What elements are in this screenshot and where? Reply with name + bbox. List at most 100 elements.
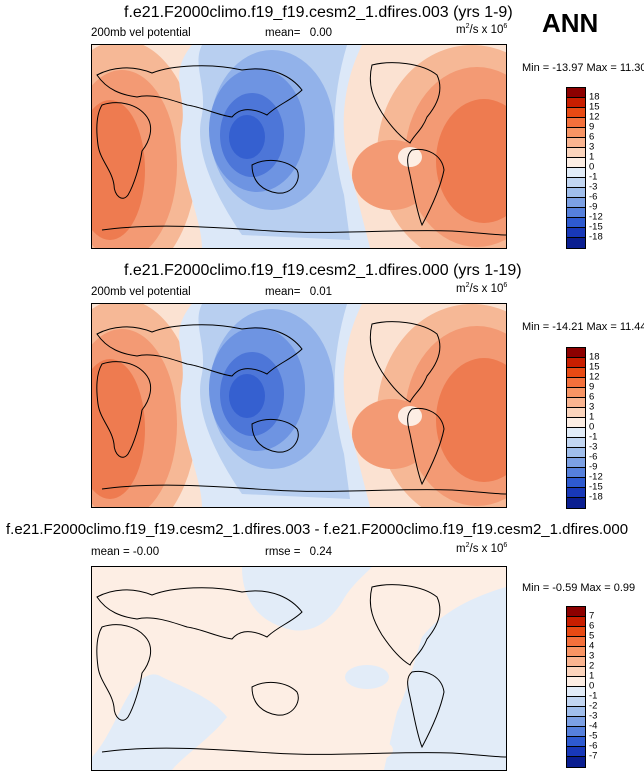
colorbar-segment	[567, 398, 585, 408]
colorbar-segment	[567, 747, 585, 757]
colorbar-tick-label: -5	[589, 730, 598, 742]
units-exp: 6	[503, 542, 508, 550]
colorbar-segment	[567, 228, 585, 238]
colorbar-tick-label: -3	[589, 181, 598, 193]
colorbar-tick-label: 3	[589, 650, 595, 662]
colorbar-segment	[567, 727, 585, 737]
units-exp: 6	[503, 23, 508, 31]
units-mid: /s x 10	[469, 543, 504, 555]
colorbar-tick-label: 3	[589, 401, 595, 413]
panel-1-variable: 200mb vel potential	[91, 27, 191, 39]
panel-2-stat: mean= 0.01	[265, 286, 332, 298]
colorbar-segment	[567, 188, 585, 198]
colorbar-segment	[567, 108, 585, 118]
colorbar-segment	[567, 697, 585, 707]
panel-3-stat-label: rmse =	[265, 546, 301, 558]
colorbar-tick-label: 0	[589, 161, 595, 173]
colorbar-tick-label: -1	[589, 690, 598, 702]
panel-1-stat-label: mean=	[265, 27, 301, 39]
colorbar-tick-label: -18	[589, 231, 603, 243]
colorbar-segment	[567, 607, 585, 617]
colorbar-segment	[567, 128, 585, 138]
panel-2-variable: 200mb vel potential	[91, 286, 191, 298]
colorbar-segment	[567, 657, 585, 667]
panel-1-title: f.e21.F2000climo.f19_f19.cesm2_1.dfires.…	[124, 4, 513, 21]
colorbar-tick-label: 12	[589, 111, 600, 123]
colorbar-segment	[567, 208, 585, 218]
panel-3-contour-field	[92, 567, 506, 770]
colorbar-tick-label: -15	[589, 221, 603, 233]
panel-3-units: m2/s x 106	[456, 542, 508, 555]
colorbar-tick-label: 6	[589, 391, 595, 403]
colorbar-tick-label: 9	[589, 121, 595, 133]
colorbar-segment	[567, 627, 585, 637]
panel-2-minmax: Min = -14.21 Max = 11.44	[522, 321, 644, 333]
colorbar-segment	[567, 617, 585, 627]
panel-3-colorbar	[566, 606, 586, 768]
colorbar-tick-label: -6	[589, 191, 598, 203]
panel-3-colorbar-labels: 7 6 5 4 3 2 1 0 -1 -2 -3 -4 -5 -6 -7	[589, 606, 629, 766]
colorbar-segment	[567, 198, 585, 208]
colorbar-segment	[567, 138, 585, 148]
colorbar-tick-label: -15	[589, 481, 603, 493]
units-exp: 2	[465, 23, 470, 31]
colorbar-segment	[567, 707, 585, 717]
colorbar-segment	[567, 488, 585, 498]
colorbar-tick-label: -12	[589, 211, 603, 223]
units-mid: /s x 10	[469, 283, 504, 295]
panel-1-contour-field	[92, 45, 506, 248]
colorbar-tick-label: -3	[589, 710, 598, 722]
colorbar-segment	[567, 238, 585, 248]
colorbar-segment	[567, 98, 585, 108]
colorbar-tick-label: -18	[589, 491, 603, 503]
colorbar-tick-label: 15	[589, 101, 600, 113]
colorbar-tick-label: -4	[589, 720, 598, 732]
panel-2-title: f.e21.F2000climo.f19_f19.cesm2_1.dfires.…	[124, 262, 522, 279]
colorbar-segment	[567, 418, 585, 428]
colorbar-segment	[567, 637, 585, 647]
colorbar-segment	[567, 677, 585, 687]
panel-2-contour-field	[92, 304, 506, 507]
colorbar-tick-label: 3	[589, 141, 595, 153]
colorbar-tick-label: 1	[589, 411, 595, 423]
panel-3-stat: rmse = 0.24	[265, 546, 332, 558]
colorbar-tick-label: 7	[589, 610, 595, 622]
colorbar-tick-label: 18	[589, 351, 600, 363]
colorbar-segment	[567, 448, 585, 458]
colorbar-segment	[567, 438, 585, 448]
colorbar-segment	[567, 647, 585, 657]
panel-2-map	[91, 303, 507, 508]
colorbar-segment	[567, 88, 585, 98]
colorbar-segment	[567, 178, 585, 188]
panel-3-title: f.e21.F2000climo.f19_f19.cesm2_1.dfires.…	[6, 521, 629, 538]
panel-2-stat-label: mean=	[265, 286, 301, 298]
panel-2-colorbar	[566, 347, 586, 509]
colorbar-segment	[567, 348, 585, 358]
panel-2-stat-value: 0.01	[309, 286, 333, 298]
colorbar-tick-label: 6	[589, 620, 595, 632]
colorbar-segment	[567, 358, 585, 368]
panel-2-colorbar-labels: 18 15 12 9 6 3 1 0 -1 -3 -6 -9 -12 -15 -18	[589, 347, 629, 507]
colorbar-tick-label: -6	[589, 740, 598, 752]
colorbar-segment	[567, 468, 585, 478]
colorbar-tick-label: 2	[589, 660, 595, 672]
colorbar-segment	[567, 498, 585, 508]
colorbar-segment	[567, 368, 585, 378]
colorbar-tick-label: 18	[589, 91, 600, 103]
colorbar-segment	[567, 168, 585, 178]
units-mid: /s x 10	[469, 24, 504, 36]
colorbar-segment	[567, 757, 585, 767]
colorbar-segment	[567, 428, 585, 438]
panel-2-units: m2/s x 106	[456, 282, 507, 295]
season-label: ANN	[542, 8, 599, 38]
units-exp: 2	[465, 282, 470, 290]
colorbar-tick-label: -2	[589, 700, 598, 712]
colorbar-segment	[567, 378, 585, 388]
units-base: m	[456, 24, 466, 36]
panel-1-minmax: Min = -13.97 Max = 11.30	[522, 62, 644, 74]
colorbar-tick-label: 5	[589, 630, 595, 642]
panel-1-colorbar-labels: 18 15 12 9 6 3 1 0 -1 -3 -6 -9 -12 -15 -18	[589, 87, 629, 247]
panel-3-map	[91, 566, 507, 771]
panel-1-map	[91, 44, 507, 249]
colorbar-segment	[567, 478, 585, 488]
